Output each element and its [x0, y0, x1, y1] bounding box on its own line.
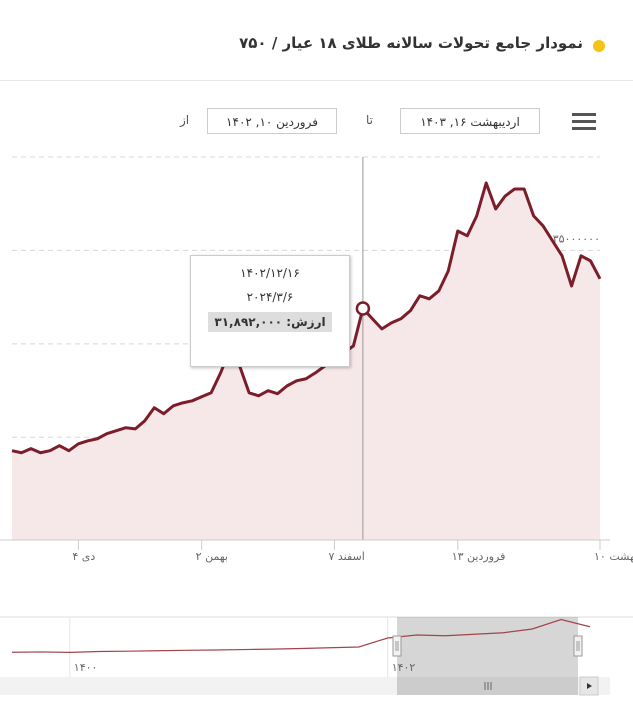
chart-title: نمودار جامع تحولات سالانه طلای ۱۸ عیار /…	[239, 34, 583, 52]
navigator-handle[interactable]	[392, 635, 402, 657]
scrollbar-arrow	[587, 683, 592, 689]
highlight-marker	[355, 301, 371, 316]
navigator-handle[interactable]	[573, 635, 583, 657]
x-tick-label: اردیبهشت ۱۰	[594, 550, 633, 563]
x-tick-label: فروردین ۱۳	[452, 550, 506, 563]
navigator-label: ۱۴۰۰	[74, 661, 98, 674]
y-tick-label: ۳۵۰۰۰۰۰۰	[553, 232, 600, 245]
x-tick-label: بهمن ۲	[196, 550, 228, 563]
line	[11, 181, 602, 455]
navigator-label: ۱۴۰۲	[392, 661, 416, 674]
tooltip-value: ارزش: ۳۱,۸۹۲,۰۰۰	[208, 312, 332, 332]
range-from-input[interactable]: فروردین ۱۰, ۱۴۰۲	[207, 108, 337, 134]
x-tick-label: دی ۴	[72, 550, 95, 563]
title-dot	[593, 40, 605, 52]
area-fill	[12, 182, 600, 540]
navigator-line	[11, 618, 591, 654]
separator	[0, 80, 633, 81]
tooltip-gregorian: ۲۰۲۴/۳/۶	[246, 290, 294, 304]
tooltip: ۱۴۰۲/۱۲/۱۶ ۲۰۲۴/۳/۶ ارزش: ۳۱,۸۹۲,۰۰۰	[190, 255, 350, 367]
navigator-selection	[397, 617, 578, 677]
menu-button[interactable]	[572, 113, 596, 131]
range-from-label: از	[180, 113, 190, 127]
tooltip-date: ۱۴۰۲/۱۲/۱۶	[240, 266, 300, 280]
range-to-input[interactable]: اردیبهشت ۱۶, ۱۴۰۳	[400, 108, 540, 134]
x-tick-label: اسفند ۷	[328, 550, 364, 563]
range-to-label: تا	[366, 113, 373, 127]
